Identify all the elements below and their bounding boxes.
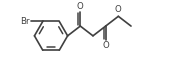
Text: O: O (77, 2, 84, 11)
Text: O: O (115, 5, 122, 14)
Text: Br: Br (20, 17, 30, 26)
Text: O: O (102, 41, 109, 50)
